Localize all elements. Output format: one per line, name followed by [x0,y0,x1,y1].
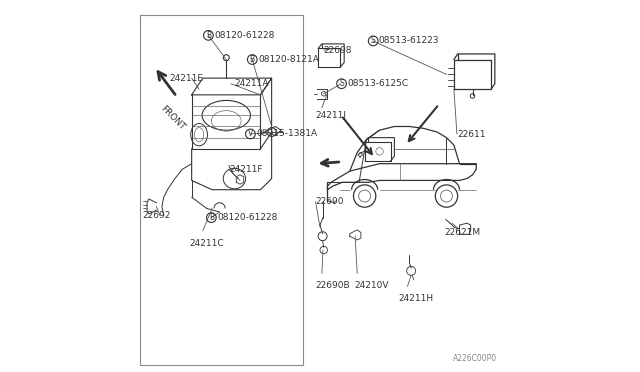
Text: 08120-61228: 08120-61228 [217,213,277,222]
Text: 24211H: 24211H [398,294,433,303]
Text: B: B [209,213,214,222]
Text: 24211F: 24211F [229,165,262,174]
Text: S: S [371,36,376,45]
Text: 08513-61223: 08513-61223 [379,36,439,45]
Text: 08120-8121A: 08120-8121A [258,55,319,64]
Text: 22692: 22692 [142,211,170,220]
Text: 24210V: 24210V [355,281,389,290]
Text: S: S [339,79,344,88]
Text: 22698: 22698 [324,46,352,55]
Text: V: V [248,129,253,138]
Text: 08120-61228: 08120-61228 [214,31,275,40]
Text: 08915-1381A: 08915-1381A [256,129,317,138]
Text: 24211C: 24211C [190,239,225,248]
Text: B: B [250,55,255,64]
Text: B: B [206,31,211,40]
Text: 24211A: 24211A [234,79,269,88]
Text: 22690B: 22690B [315,281,350,290]
Text: 22611: 22611 [458,130,486,139]
Text: 08513-6125C: 08513-6125C [347,79,408,88]
Text: 24211J: 24211J [315,111,346,120]
Text: 24211E: 24211E [170,74,204,83]
Text: 22621M: 22621M [444,228,480,237]
Text: FRONT: FRONT [159,104,187,132]
Text: 22690: 22690 [316,197,344,206]
Bar [140,15,303,365]
Text: A226C00P0: A226C00P0 [452,355,497,363]
